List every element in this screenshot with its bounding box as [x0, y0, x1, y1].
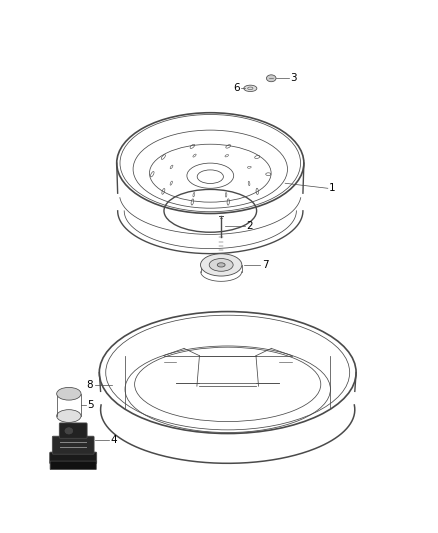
Text: 8: 8	[86, 379, 93, 390]
Ellipse shape	[217, 263, 225, 267]
Ellipse shape	[57, 410, 81, 422]
Text: 4: 4	[110, 435, 117, 446]
Text: 6: 6	[233, 83, 240, 93]
FancyBboxPatch shape	[49, 452, 97, 464]
Text: 5: 5	[88, 400, 94, 410]
Ellipse shape	[209, 259, 233, 271]
FancyBboxPatch shape	[59, 423, 87, 438]
Text: 2: 2	[247, 221, 253, 231]
Ellipse shape	[201, 254, 242, 276]
Ellipse shape	[244, 85, 257, 92]
Text: 7: 7	[261, 260, 268, 270]
Text: 3: 3	[290, 73, 297, 83]
Ellipse shape	[266, 75, 276, 82]
FancyBboxPatch shape	[50, 461, 96, 470]
Text: 1: 1	[329, 183, 336, 193]
FancyBboxPatch shape	[52, 436, 94, 454]
Ellipse shape	[57, 387, 81, 400]
Ellipse shape	[65, 427, 73, 434]
